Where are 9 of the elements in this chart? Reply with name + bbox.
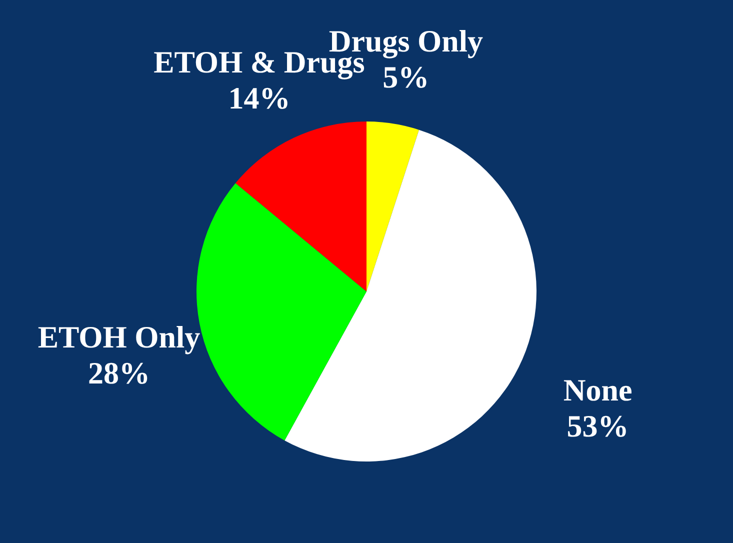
slice-label: None — [563, 372, 632, 408]
pie-slice — [236, 122, 366, 292]
pie-slice — [284, 130, 536, 462]
pie-slice — [366, 122, 420, 292]
data-label: 28% — [88, 356, 150, 391]
data-label: 14% — [228, 80, 290, 116]
data-label: 5% — [382, 60, 430, 95]
data-label: 53% — [566, 408, 629, 444]
slice-label: ETOH Only — [38, 320, 201, 355]
